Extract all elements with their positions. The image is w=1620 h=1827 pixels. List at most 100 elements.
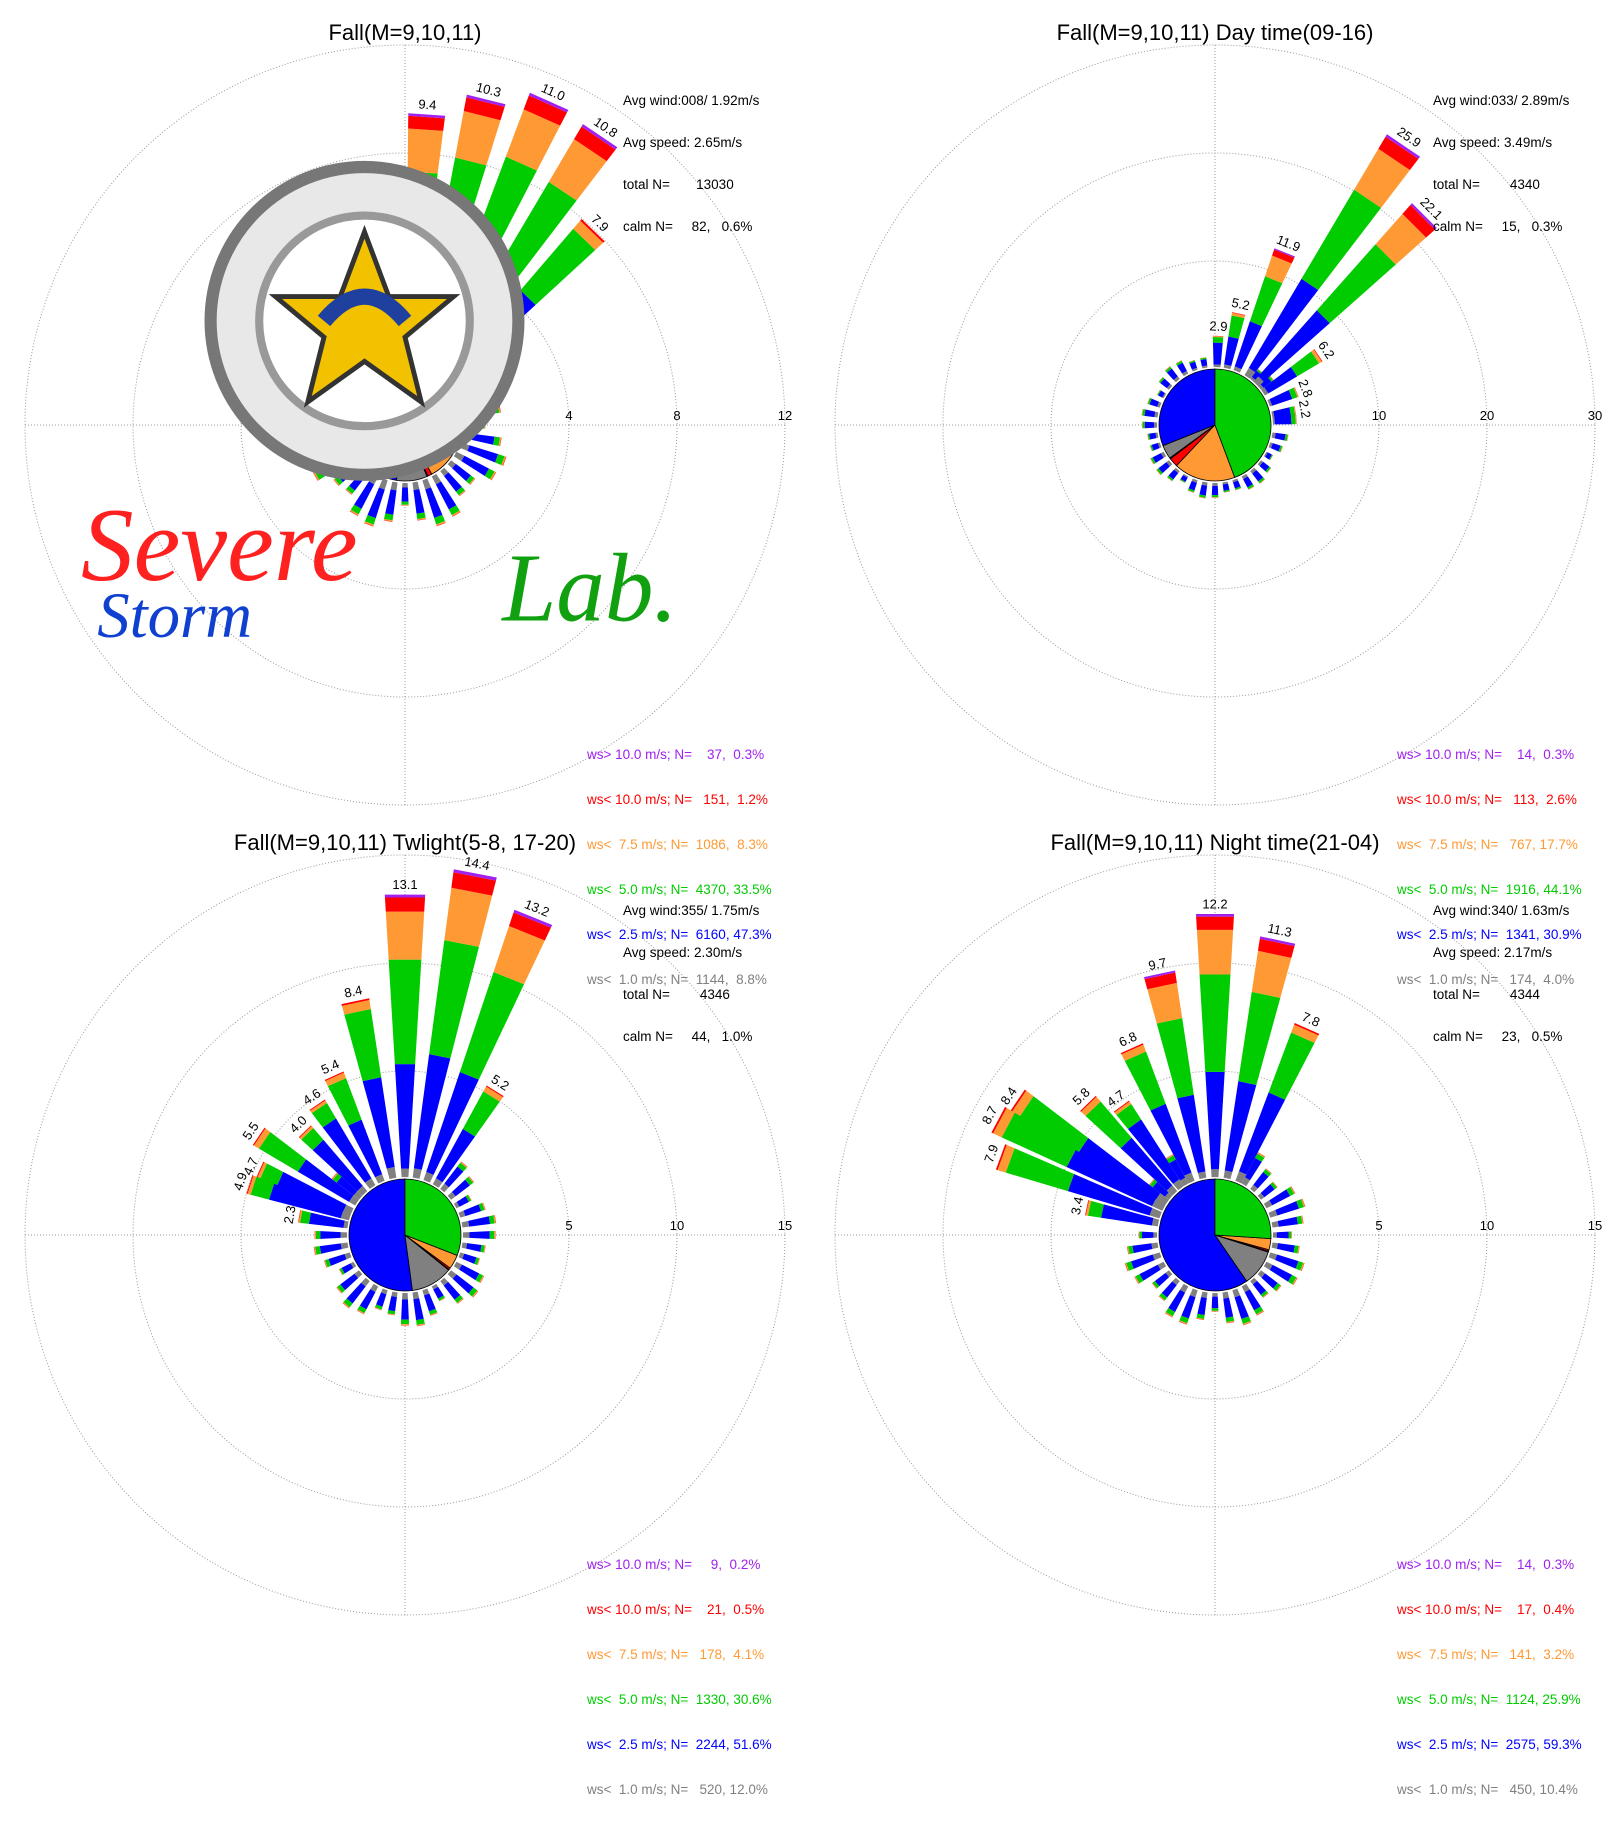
wind-bar-segment	[1200, 359, 1207, 366]
legend-lt50: ws< 5.0 m/s; N= 1330, 30.6%	[587, 1692, 772, 1707]
bar-value-label: 14.4	[463, 854, 491, 874]
bar-value-label: 3.4	[1068, 1195, 1086, 1216]
logo-storm: Storm	[97, 580, 252, 652]
ring-label: 15	[1588, 1218, 1602, 1233]
wind-bar-segment	[328, 1254, 346, 1266]
wind-bar-segment	[315, 1231, 316, 1239]
wind-bar-segment	[490, 1231, 495, 1239]
wind-bar-segment	[1252, 951, 1292, 998]
legend-gt10: ws> 10.0 m/s; N= 9, 0.2%	[587, 1557, 772, 1572]
wind-bar-segment	[1199, 485, 1207, 496]
chart-title: Fall(M=9,10,11) Night time(21-04)	[810, 830, 1620, 856]
wind-bar-segment	[1273, 1232, 1277, 1238]
legend-lt10: ws< 10.0 m/s; N= 17, 0.4%	[1397, 1602, 1582, 1617]
legend-lt75: ws< 7.5 m/s; N= 141, 3.2%	[1397, 1647, 1582, 1662]
wind-bar-segment	[1275, 433, 1286, 441]
legend-lt50: ws< 5.0 m/s; N= 1124, 25.9%	[1397, 1692, 1582, 1707]
windrose-panel-all: 48129.410.311.010.87.92.26.44.43.23.44.8…	[0, 0, 810, 820]
chart-title: Fall(M=9,10,11) Twlight(5-8, 17-20)	[0, 830, 810, 856]
wind-bar-segment	[1238, 992, 1280, 1085]
ring-label: 5	[1375, 1218, 1382, 1233]
wind-bar-segment	[341, 1242, 349, 1249]
bar-value-label: 2.3	[281, 1204, 299, 1224]
wind-bar-segment	[413, 1298, 423, 1320]
total-count: total N= 4340	[1433, 178, 1569, 192]
ring-label: 5	[565, 1218, 572, 1233]
wind-bar-segment	[391, 1292, 397, 1297]
wind-bar-segment	[413, 1168, 422, 1179]
stats-block: Avg wind:340/ 1.63m/s Avg speed: 2.17m/s…	[1433, 876, 1569, 1072]
legend: ws> 10.0 m/s; N= 14, 0.3% ws< 10.0 m/s; …	[1397, 1527, 1582, 1827]
wind-bar-segment	[1154, 422, 1157, 428]
wind-bar-segment	[385, 897, 425, 911]
legend-lt10calm: ws< 1.0 m/s; N= 520, 12.0%	[587, 1782, 772, 1797]
wind-bar-segment	[1275, 1254, 1298, 1268]
wind-bar-segment	[1272, 1221, 1279, 1228]
wind-bar-segment	[320, 1243, 342, 1253]
bar-value-label: 5.2	[1230, 295, 1251, 313]
bar-value-label: 9.7	[1147, 955, 1168, 973]
wind-bar-segment	[401, 1320, 409, 1325]
wind-bar-segment	[389, 960, 422, 1065]
wind-bar-segment	[1212, 483, 1218, 486]
avg-speed: Avg speed: 2.30m/s	[623, 946, 759, 960]
legend-lt10: ws< 10.0 m/s; N= 113, 2.6%	[1397, 792, 1582, 807]
wind-bar-segment	[1149, 433, 1156, 440]
wind-bar-segment	[402, 1293, 408, 1300]
lab-logo: Severe Storm Lab.	[0, 0, 810, 820]
wind-bar-segment	[1201, 1292, 1207, 1298]
bar-value-label: 2.8	[1295, 377, 1316, 399]
wind-bar-segment	[1275, 1201, 1299, 1215]
wind-bar-segment	[1143, 422, 1145, 429]
pie-slice	[1215, 1179, 1271, 1239]
wind-bar-segment	[1147, 983, 1182, 1024]
wind-bar-segment	[1270, 390, 1293, 406]
wind-bar-segment	[1212, 1311, 1219, 1312]
total-count: total N= 4344	[1433, 988, 1569, 1002]
wind-bar-segment	[1157, 1018, 1194, 1098]
wind-bar-segment	[1250, 276, 1282, 326]
bar-value-label: 12.2	[1202, 896, 1227, 911]
wind-bar-segment	[462, 1242, 468, 1248]
wind-bar-segment	[1291, 415, 1296, 425]
wind-bar-segment	[1270, 1265, 1292, 1282]
wind-bar-segment	[1168, 1290, 1185, 1312]
wind-bar-segment	[1228, 315, 1244, 338]
avg-speed: Avg speed: 3.49m/s	[1433, 136, 1569, 150]
wind-bar-segment	[387, 1167, 397, 1179]
wind-bar-segment	[424, 1293, 436, 1311]
wind-bar-segment	[388, 1296, 397, 1311]
wind-bar-segment	[1269, 1189, 1290, 1205]
ring-label: 20	[1480, 408, 1494, 423]
legend-lt10calm: ws< 1.0 m/s; N= 450, 10.4%	[1397, 1782, 1582, 1797]
legend-gt10: ws> 10.0 m/s; N= 14, 0.3%	[1397, 747, 1582, 762]
wind-bar-segment	[1222, 1292, 1229, 1299]
bar-value-label: 8.4	[343, 982, 364, 1000]
wind-bar-segment	[1153, 1232, 1157, 1238]
wind-bar-segment	[412, 1292, 419, 1300]
wind-bar-segment	[401, 1169, 409, 1177]
wind-bar-segment	[1197, 930, 1233, 975]
wind-bar-segment	[459, 1265, 479, 1280]
avg-wind: Avg wind:355/ 1.75m/s	[623, 904, 759, 918]
wind-bar-segment	[1144, 409, 1155, 417]
avg-wind: Avg wind:340/ 1.63m/s	[1433, 904, 1569, 918]
legend-lt10: ws< 10.0 m/s; N= 21, 0.5%	[587, 1602, 772, 1617]
wind-bar-segment	[1272, 1242, 1278, 1248]
ring-label: 15	[778, 1218, 792, 1233]
wind-bar-segment	[444, 888, 492, 947]
total-count: total N= 4346	[623, 988, 759, 1002]
wind-bar-segment	[462, 1254, 476, 1264]
calm-count: calm N= 23, 0.5%	[1433, 1030, 1569, 1044]
wind-bar-segment	[1145, 422, 1154, 428]
wind-bar-segment	[386, 912, 424, 960]
wind-bar-segment	[401, 1299, 409, 1319]
wind-bar-segment	[1277, 1243, 1295, 1252]
wind-bar-segment	[1139, 1232, 1142, 1239]
wind-bar-segment	[376, 1292, 386, 1306]
wind-bar-segment	[341, 1232, 347, 1238]
wind-bar-segment	[1181, 1295, 1195, 1318]
wind-bar-segment	[494, 1231, 495, 1239]
